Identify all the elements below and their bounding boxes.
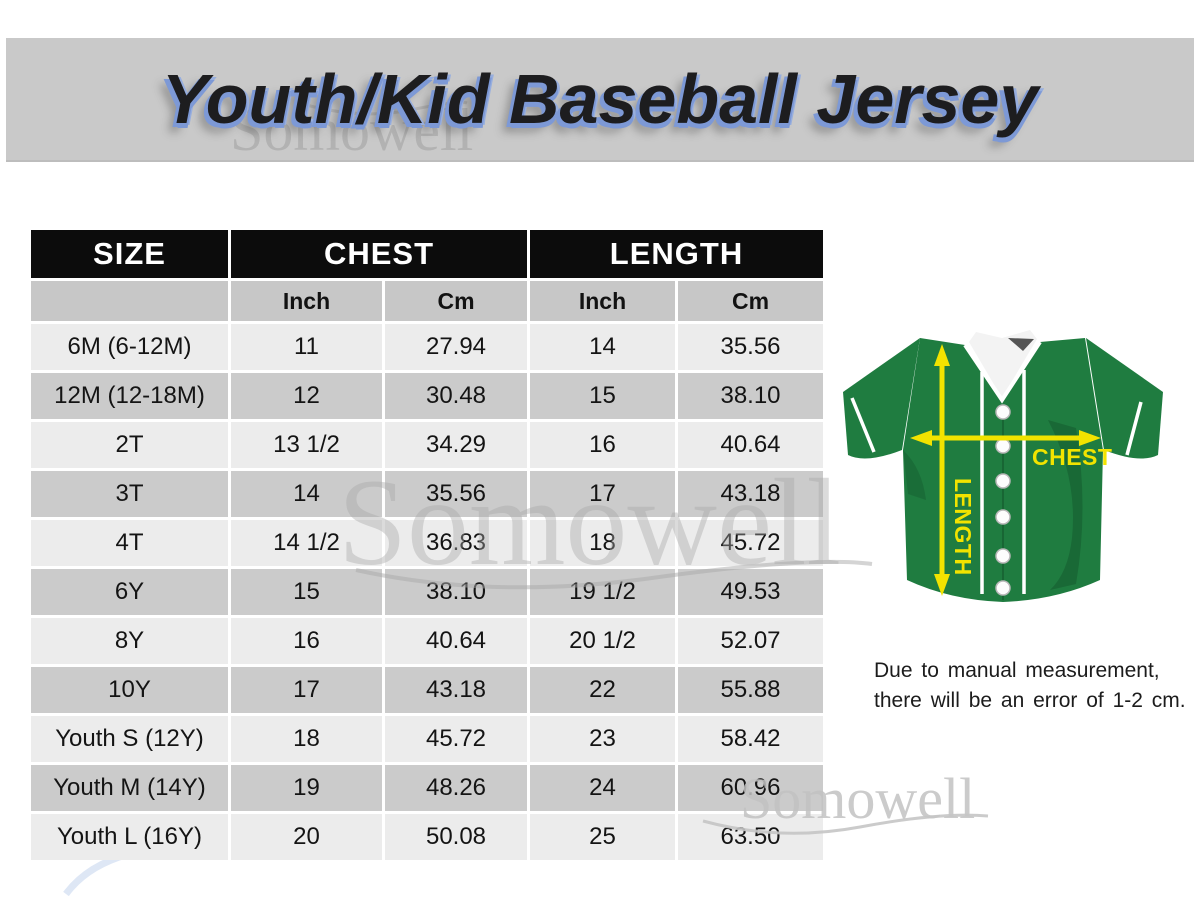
cell-chest-cm: 40.64 (385, 618, 527, 664)
table-units-row: Inch Cm Inch Cm (31, 281, 823, 321)
cell-length-cm: 40.64 (678, 422, 823, 468)
jersey-illustration: CHEST LENGTH (843, 330, 1163, 602)
units-empty-cell (31, 281, 228, 321)
cell-length-cm: 52.07 (678, 618, 823, 664)
cell-chest-cm: 45.72 (385, 716, 527, 762)
cell-chest-cm: 48.26 (385, 765, 527, 811)
table-row: 12M (12-18M) 12 30.48 15 38.10 (31, 373, 823, 419)
cell-length-inch: 24 (530, 765, 675, 811)
cell-chest-inch: 12 (231, 373, 382, 419)
cell-length-inch: 15 (530, 373, 675, 419)
cell-chest-cm: 30.48 (385, 373, 527, 419)
chest-arrow (910, 430, 1101, 446)
cell-chest-cm: 50.08 (385, 814, 527, 860)
cell-chest-cm: 38.10 (385, 569, 527, 615)
table-header-row: SIZE CHEST LENGTH (31, 230, 823, 278)
cell-size: Youth M (14Y) (31, 765, 228, 811)
cell-length-inch: 16 (530, 422, 675, 468)
jersey-shade (903, 450, 926, 500)
units-length-cm: Cm (678, 281, 823, 321)
cell-length-inch: 22 (530, 667, 675, 713)
units-chest-cm: Cm (385, 281, 527, 321)
note-line-2: there will be an error of 1-2 cm. (874, 689, 1186, 712)
page-title: Youth/Kid Baseball Jersey (161, 60, 1039, 138)
table-row: 6Y 15 38.10 19 1/2 49.53 (31, 569, 823, 615)
cell-size: 6M (6-12M) (31, 324, 228, 370)
note-line-1: Due to manual measurement, (874, 659, 1160, 682)
table-row: 2T 13 1/2 34.29 16 40.64 (31, 422, 823, 468)
cell-chest-inch: 15 (231, 569, 382, 615)
sleeve-piping-left (850, 397, 876, 453)
jersey-shade (1048, 420, 1083, 590)
cell-chest-cm: 27.94 (385, 324, 527, 370)
title-banner: Somowell Youth/Kid Baseball Jersey (6, 38, 1194, 163)
size-table: SIZE CHEST LENGTH Inch Cm Inch Cm 6M (6-… (28, 227, 826, 863)
cell-length-inch: 25 (530, 814, 675, 860)
cell-length-cm: 60.96 (678, 765, 823, 811)
cell-chest-inch: 16 (231, 618, 382, 664)
table-row: Youth L (16Y) 20 50.08 25 63.50 (31, 814, 823, 860)
cell-chest-inch: 11 (231, 324, 382, 370)
cell-size: 2T (31, 422, 228, 468)
cell-length-inch: 23 (530, 716, 675, 762)
jersey-buttons (995, 404, 1011, 596)
cell-length-inch: 20 1/2 (530, 618, 675, 664)
header-chest: CHEST (231, 230, 527, 278)
cell-size: 4T (31, 520, 228, 566)
length-label: LENGTH (950, 478, 976, 576)
cell-size: Youth L (16Y) (31, 814, 228, 860)
cell-size: 10Y (31, 667, 228, 713)
cell-size: 6Y (31, 569, 228, 615)
cell-chest-inch: 19 (231, 765, 382, 811)
chest-label: CHEST (1032, 444, 1112, 470)
neck-piping (963, 340, 1042, 404)
cell-length-inch: 14 (530, 324, 675, 370)
cell-length-inch: 19 1/2 (530, 569, 675, 615)
cell-size: 3T (31, 471, 228, 517)
jersey-sleeve-left (843, 338, 920, 459)
cell-chest-cm: 35.56 (385, 471, 527, 517)
cell-chest-inch: 14 1/2 (231, 520, 382, 566)
sleeve-piping-right (1125, 401, 1143, 456)
units-length-inch: Inch (530, 281, 675, 321)
cell-size: 12M (12-18M) (31, 373, 228, 419)
header-length: LENGTH (530, 230, 823, 278)
units-chest-inch: Inch (231, 281, 382, 321)
cell-size: 8Y (31, 618, 228, 664)
cell-chest-cm: 34.29 (385, 422, 527, 468)
table-row: 4T 14 1/2 36.83 18 45.72 (31, 520, 823, 566)
cell-length-cm: 58.42 (678, 716, 823, 762)
cell-length-cm: 63.50 (678, 814, 823, 860)
cell-size: Youth S (12Y) (31, 716, 228, 762)
cell-length-cm: 35.56 (678, 324, 823, 370)
cell-length-cm: 55.88 (678, 667, 823, 713)
cell-chest-cm: 36.83 (385, 520, 527, 566)
cell-length-cm: 49.53 (678, 569, 823, 615)
table-row: 8Y 16 40.64 20 1/2 52.07 (31, 618, 823, 664)
cell-length-inch: 17 (530, 471, 675, 517)
cell-chest-inch: 20 (231, 814, 382, 860)
jersey-sleeve-right (1086, 338, 1163, 459)
table-row: 6M (6-12M) 11 27.94 14 35.56 (31, 324, 823, 370)
cell-chest-cm: 43.18 (385, 667, 527, 713)
cell-chest-inch: 17 (231, 667, 382, 713)
measurement-note: Due to manual measurement, there will be… (874, 656, 1194, 716)
cell-chest-inch: 18 (231, 716, 382, 762)
header-size: SIZE (31, 230, 228, 278)
table-row: Youth S (12Y) 18 45.72 23 58.42 (31, 716, 823, 762)
cell-length-cm: 45.72 (678, 520, 823, 566)
length-arrow (934, 344, 950, 596)
table-row: Youth M (14Y) 19 48.26 24 60.96 (31, 765, 823, 811)
cell-length-cm: 38.10 (678, 373, 823, 419)
cell-chest-inch: 13 1/2 (231, 422, 382, 468)
cell-length-cm: 43.18 (678, 471, 823, 517)
table-row: 10Y 17 43.18 22 55.88 (31, 667, 823, 713)
cell-chest-inch: 14 (231, 471, 382, 517)
jersey-collar-back (1008, 338, 1034, 351)
table-row: 3T 14 35.56 17 43.18 (31, 471, 823, 517)
cell-length-inch: 18 (530, 520, 675, 566)
